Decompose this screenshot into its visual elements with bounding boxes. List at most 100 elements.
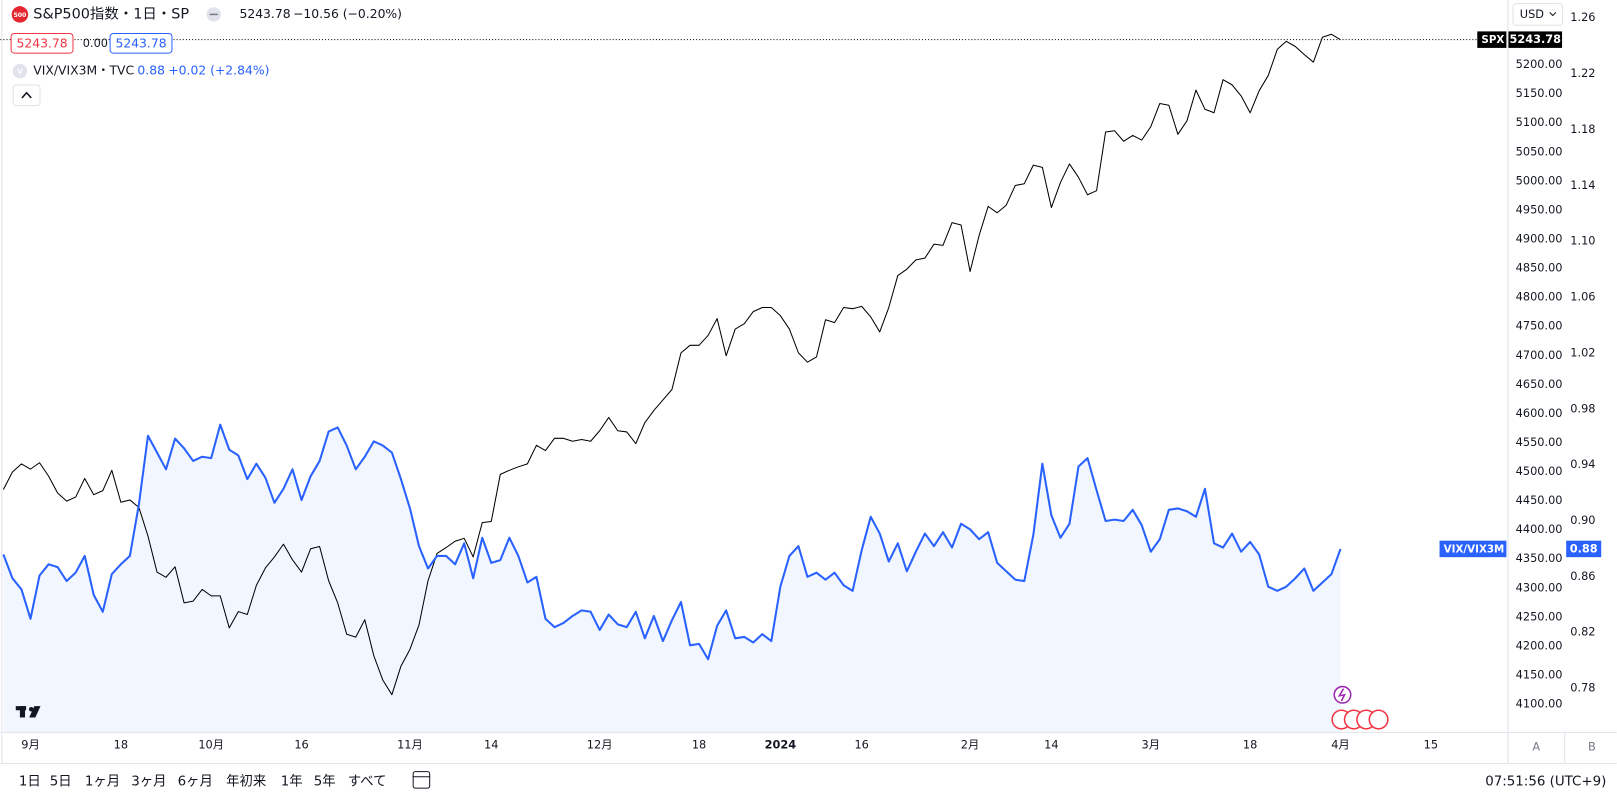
y-tick-label: 4200.00 bbox=[1516, 638, 1563, 652]
x-tick-label: 12月 bbox=[587, 737, 613, 751]
x-tick-label: 18 bbox=[1243, 737, 1257, 751]
x-tick-label: 10月 bbox=[198, 737, 224, 751]
x-tick-label: 18 bbox=[692, 737, 706, 751]
y2-tick-label: 1.10 bbox=[1570, 234, 1595, 248]
range-button[interactable]: すべて bbox=[348, 773, 387, 789]
y-tick-label: 4750.00 bbox=[1516, 319, 1563, 333]
tv-logo-part bbox=[19, 706, 26, 718]
y-tick-label: 4250.00 bbox=[1516, 609, 1563, 623]
event-icon-bolt bbox=[1337, 688, 1346, 702]
series-name: SPX bbox=[1481, 34, 1504, 46]
x-tick-label: 14 bbox=[1044, 737, 1058, 751]
currency-button[interactable] bbox=[1512, 3, 1564, 26]
collapse-button[interactable] bbox=[12, 84, 41, 107]
ask-price: 5243.78 bbox=[115, 36, 166, 50]
tv-logo-part bbox=[29, 706, 41, 718]
range-button[interactable]: 5年 bbox=[314, 773, 336, 789]
range-button[interactable]: 3ヶ月 bbox=[131, 774, 166, 789]
symbol-title[interactable]: S&P500指数・1日・SP bbox=[33, 5, 189, 22]
scale-button[interactable]: B bbox=[1588, 739, 1596, 753]
x-tick-label: 11月 bbox=[397, 737, 423, 751]
y2-tick-label: 0.94 bbox=[1570, 457, 1595, 471]
series-name-box bbox=[1477, 31, 1507, 48]
tv-logo-part bbox=[28, 706, 34, 712]
auto-scale-button[interactable]: A bbox=[1532, 739, 1540, 753]
date-range-button[interactable] bbox=[412, 771, 431, 789]
y2-tick-label: 0.86 bbox=[1570, 569, 1595, 583]
x-tick-label: 4月 bbox=[1331, 737, 1350, 751]
y-tick-label: 4850.00 bbox=[1516, 261, 1563, 275]
y-tick-label: 4150.00 bbox=[1516, 668, 1563, 682]
price-change: −10.56 (−0.20%) bbox=[293, 7, 402, 21]
area bbox=[3, 424, 1341, 732]
y-tick-label: 5150.00 bbox=[1516, 86, 1563, 100]
y2-tick-label: 0.90 bbox=[1570, 513, 1595, 527]
last-price: 5243.78 bbox=[239, 7, 290, 21]
x-tick-label: 9月 bbox=[21, 737, 40, 751]
x-tick-label: 15 bbox=[1424, 737, 1438, 751]
compare-title[interactable]: VIX/VIX3M・TVC bbox=[33, 64, 134, 78]
y-tick-label: 4950.00 bbox=[1516, 202, 1563, 216]
y2-tick-label: 0.78 bbox=[1570, 681, 1595, 695]
compare-logo-text: V bbox=[17, 67, 23, 76]
line bbox=[2, 33, 1341, 696]
line bbox=[2, 423, 1342, 661]
x-tick-label: 16 bbox=[294, 737, 308, 751]
y-tick-label: 4600.00 bbox=[1516, 406, 1563, 420]
x-tick-label: 2月 bbox=[961, 737, 980, 751]
y-tick-label: 5200.00 bbox=[1516, 57, 1563, 71]
ask-box[interactable] bbox=[109, 32, 173, 54]
price-label: 0.88 bbox=[1570, 541, 1598, 555]
x-tick-label: 2024 bbox=[765, 737, 797, 751]
price-label: 5243.78 bbox=[1509, 32, 1561, 46]
economic-event[interactable] bbox=[1368, 709, 1389, 730]
y-tick-label: 4500.00 bbox=[1516, 464, 1563, 478]
y2-tick-label: 1.22 bbox=[1570, 66, 1595, 80]
series-name: VIX/VIX3M bbox=[1444, 543, 1505, 555]
compare-last: 0.88 bbox=[137, 64, 165, 78]
range-button[interactable]: 5日 bbox=[50, 774, 72, 789]
y-tick-label: 4900.00 bbox=[1516, 232, 1563, 246]
plot-area bbox=[0, 33, 1481, 732]
y-tick-label: 5050.00 bbox=[1516, 144, 1563, 158]
currency-label: USD bbox=[1520, 7, 1544, 21]
y-tick-label: 4550.00 bbox=[1516, 435, 1563, 449]
y-tick-label: 4350.00 bbox=[1516, 551, 1563, 565]
clock: 07:51:56 (UTC+9) bbox=[1485, 774, 1606, 789]
y-tick-label: 4400.00 bbox=[1516, 522, 1563, 536]
compare-logo bbox=[12, 63, 28, 79]
collapse-icon bbox=[21, 91, 32, 99]
y2-tick-label: 0.82 bbox=[1570, 625, 1595, 639]
tv-logo bbox=[15, 706, 41, 718]
x-tick-label: 18 bbox=[114, 737, 128, 751]
range-button[interactable]: 6ヶ月 bbox=[178, 774, 213, 789]
currency-caret bbox=[1549, 12, 1557, 17]
symbol-logo bbox=[11, 6, 29, 23]
y-tick-label: 4100.00 bbox=[1516, 697, 1563, 711]
series-name-box bbox=[1439, 540, 1507, 558]
range-button[interactable]: 1ヶ月 bbox=[85, 774, 120, 789]
y-tick-label: 4450.00 bbox=[1516, 493, 1563, 507]
y2-tick-label: 0.98 bbox=[1570, 401, 1595, 415]
y2-tick-label: 1.18 bbox=[1570, 122, 1595, 136]
toolbar: 1日 5日 1ヶ月 3ヶ月 6ヶ月 年初来 1年 5年 すべて bbox=[19, 773, 387, 789]
y-tick-label: 4700.00 bbox=[1516, 348, 1563, 362]
y2-tick-label: 1.06 bbox=[1570, 290, 1595, 304]
range-button[interactable]: 1日 bbox=[19, 774, 41, 789]
y2-tick-label: 1.14 bbox=[1570, 178, 1595, 192]
x-tick-label: 3月 bbox=[1141, 737, 1160, 751]
bid-box[interactable] bbox=[10, 32, 74, 54]
range-button[interactable]: 年初来 bbox=[226, 773, 266, 789]
range-button[interactable]: 1年 bbox=[281, 773, 303, 789]
y2-tick-label: 1.02 bbox=[1570, 345, 1595, 359]
y-tick-label: 4650.00 bbox=[1516, 377, 1563, 391]
bid-price: 5243.78 bbox=[17, 36, 68, 50]
symbol-logo-text: 500 bbox=[13, 12, 26, 19]
y-tick-label: 4300.00 bbox=[1516, 580, 1563, 594]
spread: 0.00 bbox=[83, 36, 108, 50]
x-tick-label: 16 bbox=[854, 737, 868, 751]
price-label-box bbox=[1566, 540, 1602, 558]
